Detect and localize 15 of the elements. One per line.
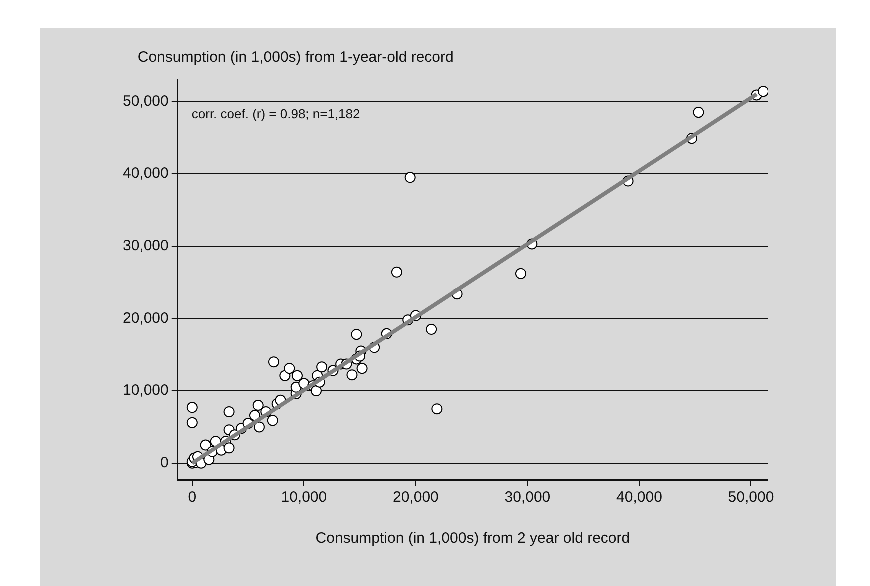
y-axis-title: Consumption (in 1,000s) from 1-year-old record bbox=[138, 49, 454, 66]
x-axis-title: Consumption (in 1,000s) from 2 year old record bbox=[316, 530, 630, 548]
y-tick-label: 30,000 bbox=[122, 238, 169, 255]
x-tick-label: 10,000 bbox=[281, 489, 328, 506]
annotation: corr. coef. (r) = 0.98; n=1,182 bbox=[192, 106, 360, 122]
y-tick-label: 50,000 bbox=[122, 92, 169, 110]
y-tick-label: 20,000 bbox=[122, 310, 169, 327]
y-tick-label: 0 bbox=[160, 454, 169, 472]
x-tick-label: 0 bbox=[188, 489, 197, 506]
x-tick-label: 40,000 bbox=[616, 489, 662, 506]
x-tick-label: 30,000 bbox=[504, 489, 551, 506]
x-tick-label: 50,000 bbox=[728, 489, 774, 506]
y-tick-label: 10,000 bbox=[122, 382, 169, 400]
y-tick-label: 40,000 bbox=[122, 165, 169, 182]
x-tick-label: 20,000 bbox=[392, 489, 439, 506]
